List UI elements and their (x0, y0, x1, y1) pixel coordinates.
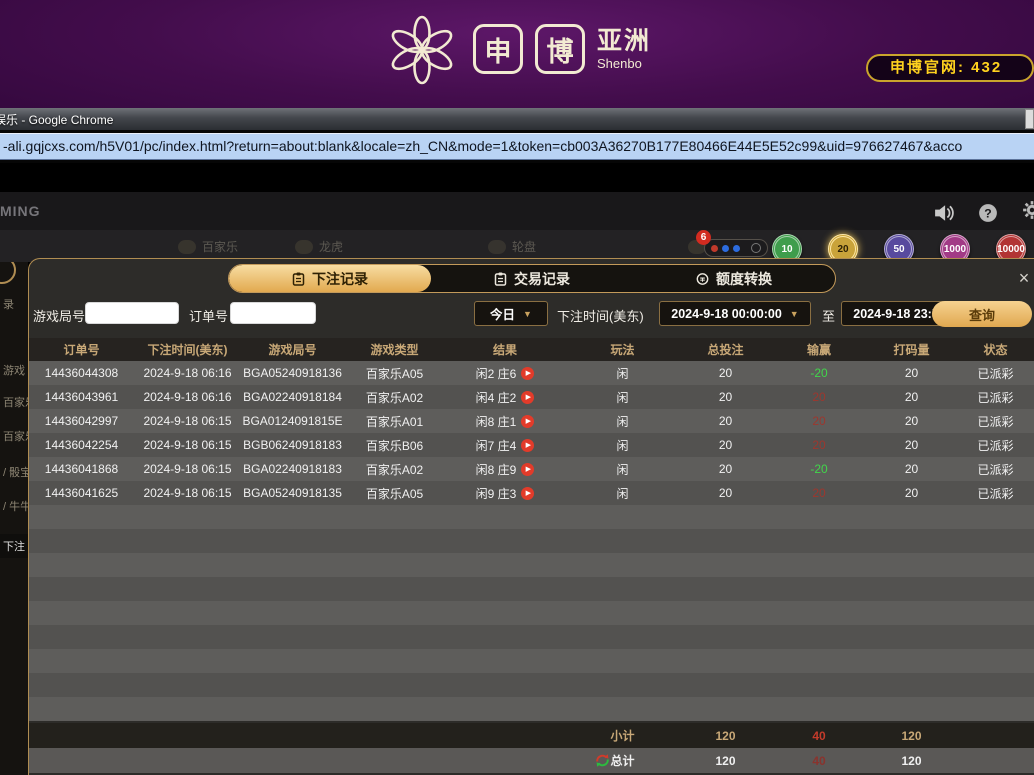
table-row: 14436041868 2024-9-18 06:15 BGA022409181… (29, 457, 1034, 481)
modal-tabbar: 下注记录 交易记录 额度转换 (228, 264, 836, 293)
game-header: MING ? (0, 192, 1034, 230)
table-row: 14436044308 2024-9-18 06:16 BGA052409181… (29, 361, 1034, 385)
to-label: 至 (822, 309, 836, 324)
empty-row (29, 697, 1034, 721)
site-header: 申 博 亚洲 Shenbo 申博官网: 432 (0, 0, 1034, 108)
game-category-icon (178, 239, 196, 254)
empty-row (29, 505, 1034, 529)
empty-row (29, 553, 1034, 577)
game-category-icon (295, 239, 313, 254)
logo-en: Shenbo (596, 55, 642, 71)
site-logo: 申 博 亚洲 Shenbo (383, 10, 651, 88)
subtotal-row: 小计 120 40 120 (29, 723, 1034, 748)
grand-total-row: 总计 120 40 120 (29, 748, 1034, 773)
nav-item-dragon-tiger[interactable]: 龙虎 (295, 238, 343, 255)
empty-row (29, 601, 1034, 625)
spacer-strip (0, 163, 1034, 192)
replay-icon[interactable] (521, 438, 535, 452)
mini-chip (733, 244, 740, 252)
game-nav-bar: 百家乐 龙虎 轮盘 牛牛 6 10 20 50 1000 10000 (0, 230, 1034, 264)
side-menu-item[interactable]: 百家乐 (3, 431, 28, 443)
side-menu-item-bet[interactable]: 下注 (0, 534, 28, 558)
game-round-label: 游戏局号 (33, 309, 86, 324)
mini-chip (722, 244, 729, 252)
mini-chip-tray[interactable] (704, 239, 768, 257)
chevron-down-icon: ▼ (523, 308, 532, 319)
chevron-down-icon: ▼ (789, 308, 799, 319)
table-row: 14436042997 2024-9-18 06:15 BGA012409181… (29, 409, 1034, 433)
start-datetime-select[interactable]: 2024-9-18 00:00:00 ▼ (659, 301, 811, 326)
address-bar[interactable]: -ali.gqjcxs.com/h5V01/pc/index.html?retu… (0, 133, 1034, 160)
bet-time-label: 下注时间(美东) (557, 309, 644, 324)
order-no-input[interactable] (230, 302, 316, 324)
mini-chip (711, 244, 718, 252)
nav-item-roulette[interactable]: 轮盘 (488, 238, 536, 255)
side-menu-item[interactable]: / 骰宝 (3, 467, 28, 479)
notification-badge: 6 (696, 230, 711, 245)
coin-transfer-icon (696, 272, 709, 285)
empty-row (29, 529, 1034, 553)
side-menu-item[interactable]: 百家乐 (3, 397, 28, 409)
empty-row (29, 649, 1034, 673)
help-icon[interactable]: ? (978, 203, 998, 223)
window-title: 娱乐 - Google Chrome (0, 113, 114, 127)
replay-icon[interactable] (521, 414, 535, 428)
logo-region: 亚洲 (596, 26, 652, 55)
game-round-input[interactable] (85, 302, 179, 324)
filter-row: 游戏局号 订单号 今日 ▼ 下注时间(美东) 2024-9-18 00:00:00… (29, 301, 1034, 327)
window-control-fragment[interactable] (1025, 109, 1034, 129)
tab-bet-records[interactable]: 下注记录 (229, 265, 431, 292)
side-menu-item[interactable]: 游戏 (3, 365, 25, 377)
official-site-badge: 申博官网: 432 (866, 54, 1034, 82)
url-bar-row: -ali.gqjcxs.com/h5V01/pc/index.html?retu… (0, 130, 1034, 163)
gaming-brand-fragment: MING (0, 203, 41, 219)
table-header: 订单号 下注时间(美东) 游戏局号 游戏类型 结果 玩法 总投注 输赢 打码量 … (29, 338, 1034, 361)
tab-quota-transfer[interactable]: 额度转换 (633, 265, 835, 292)
side-menu-item[interactable]: 录 (3, 299, 14, 311)
replay-icon[interactable] (521, 366, 535, 380)
replay-icon[interactable] (521, 462, 535, 476)
logo-char-shen: 申 (472, 24, 523, 74)
empty-row (29, 625, 1034, 649)
magnifier-icon (751, 243, 761, 253)
flower-logo-icon (391, 15, 453, 85)
side-menu-item[interactable]: / 牛牛 (3, 501, 28, 513)
clipboard-icon (494, 272, 507, 286)
replay-icon[interactable] (521, 486, 535, 500)
close-icon[interactable]: × (1018, 268, 1030, 288)
table-row: 14436043961 2024-9-18 06:16 BGA022409181… (29, 385, 1034, 409)
search-button[interactable]: 查询 (932, 301, 1032, 327)
gear-icon[interactable] (1022, 200, 1034, 220)
logo-char-bo: 博 (534, 24, 585, 74)
side-menu-sliver: 录 游戏 百家乐 百家乐 / 骰宝 / 牛牛 下注 (0, 262, 28, 775)
speaker-icon[interactable] (934, 203, 954, 223)
refresh-swap-icon[interactable] (595, 753, 610, 768)
tab-transaction-records[interactable]: 交易记录 (431, 265, 633, 292)
table-row: 14436041625 2024-9-18 06:15 BGA052409181… (29, 481, 1034, 505)
table-row: 14436042254 2024-9-18 06:15 BGB062409181… (29, 433, 1034, 457)
empty-row (29, 673, 1034, 697)
bet-records-modal: 下注记录 交易记录 额度转换 × 游戏局号 (28, 258, 1034, 775)
clipboard-icon (292, 272, 305, 286)
empty-row (29, 577, 1034, 601)
nav-item-baccarat[interactable]: 百家乐 (178, 238, 238, 255)
browser-titlebar: 娱乐 - Google Chrome (0, 108, 1034, 131)
game-category-icon (488, 239, 506, 254)
svg-text:?: ? (984, 206, 991, 220)
date-range-select[interactable]: 今日 ▼ (474, 301, 548, 326)
order-no-label: 订单号 (189, 309, 229, 324)
replay-icon[interactable] (521, 390, 535, 404)
clipped-chip-arc (0, 262, 16, 284)
